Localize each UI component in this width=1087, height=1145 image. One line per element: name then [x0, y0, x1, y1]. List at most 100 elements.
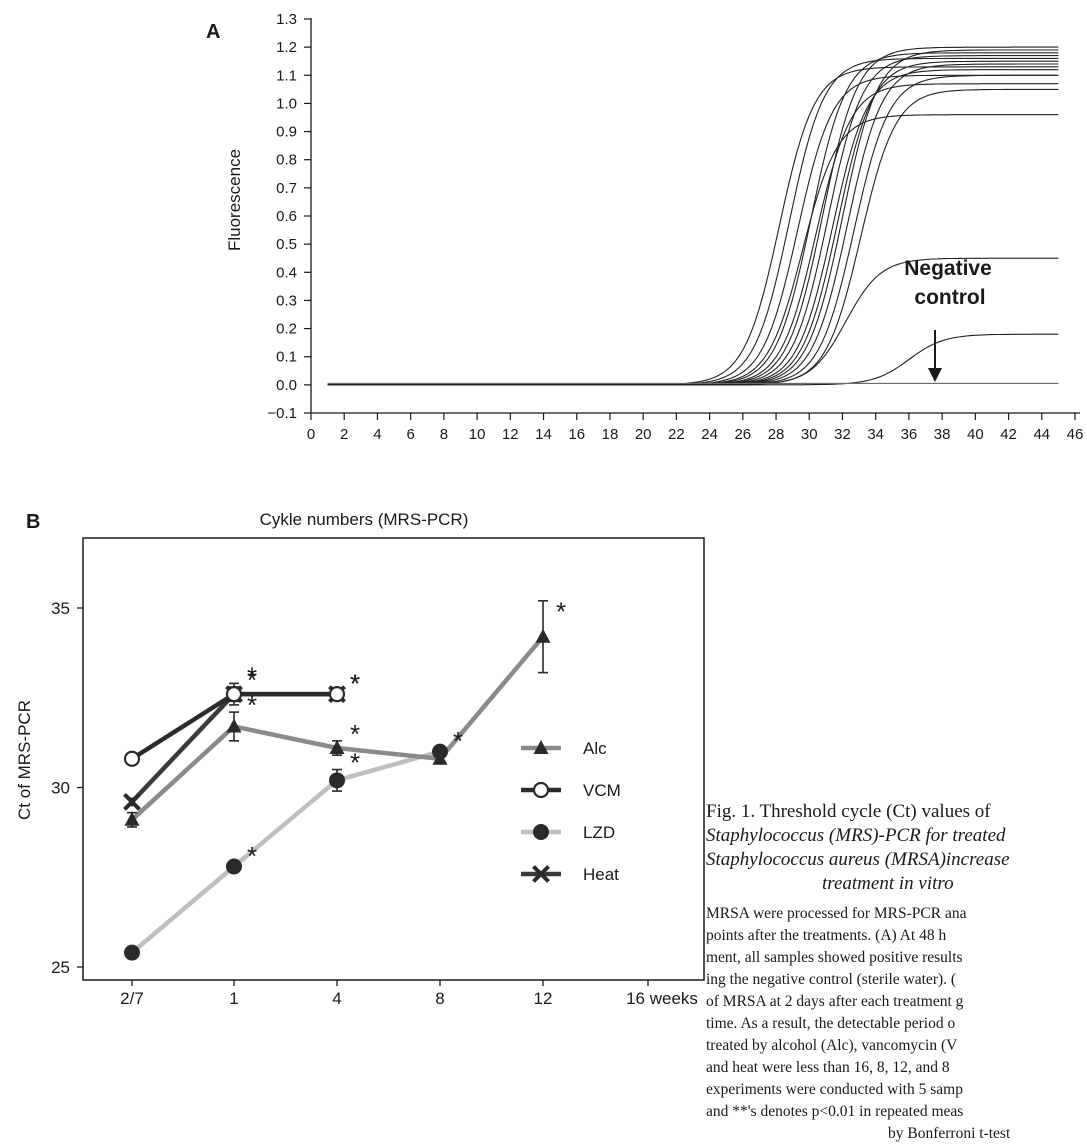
- amplification-curve: [327, 55, 1059, 386]
- y-tick-label: 1.3: [276, 11, 297, 28]
- caption-line: ing the negative control (sterile water)…: [706, 971, 957, 988]
- significance-marker: *: [350, 719, 360, 749]
- caption-title-line: treatment in vitro: [706, 872, 1087, 896]
- figure: A −0.1 0.0 0.1 0.2 0.3 0.4 0.5 0.6 0.7 0.8 0.9 1.0 1…: [15, 11, 1083, 1005]
- legend-label-heat: Heat: [583, 865, 619, 884]
- x-tick-label: 16 weeks: [626, 989, 698, 1005]
- x-tick-label: 38: [934, 426, 951, 443]
- caption-line: MRSA were processed for MRS-PCR ana: [706, 905, 967, 922]
- x-tick-label: 42: [1000, 426, 1017, 443]
- legend: Alc VCM LZD Heat: [521, 739, 621, 884]
- significance-marker: *: [556, 597, 566, 627]
- x-tick-label: 34: [867, 426, 884, 443]
- y-tick-label: 0.9: [276, 124, 297, 141]
- x-tick-label: 1: [229, 989, 238, 1005]
- legend-label-vcm: VCM: [583, 781, 621, 800]
- y-tick-label: −0.1: [267, 405, 297, 422]
- caption-line: by Bonferroni t-test: [888, 1125, 1011, 1142]
- x-tick-label: 8: [435, 989, 444, 1005]
- legend-marker-vcm: [532, 781, 550, 799]
- x-tick-label: 30: [801, 426, 818, 443]
- negative-control-label-line2: control: [914, 286, 985, 309]
- panel-a-chart: −0.1 0.0 0.1 0.2 0.3 0.4 0.5 0.6 0.7 0.8 0.9 1.0 1.1…: [225, 11, 1083, 443]
- data-point-alc: [535, 628, 551, 643]
- significance-marker: *: [350, 748, 360, 778]
- y-tick-label: 1.0: [276, 95, 297, 112]
- x-tick-label: 6: [406, 426, 414, 443]
- panel-b-title: Cykle numbers (MRS-PCR): [260, 510, 469, 529]
- y-tick-label: 1.2: [276, 39, 297, 56]
- significance-marker: *: [453, 726, 463, 756]
- x-tick-label: 32: [834, 426, 851, 443]
- y-tick-label: 0.6: [276, 208, 297, 225]
- y-tick-label: 25: [51, 958, 70, 977]
- y-tick-label: 35: [51, 599, 70, 618]
- y-tick-label: 0.0: [276, 377, 297, 394]
- x-tick-label: 2/7: [120, 989, 144, 1005]
- amplification-curve: [327, 83, 1059, 386]
- x-tick-label: 36: [901, 426, 918, 443]
- x-tick-label: 4: [373, 426, 381, 443]
- amplification-curve: [327, 88, 1059, 386]
- x-tick-label: 0: [307, 426, 315, 443]
- data-point-alc: [124, 811, 140, 826]
- amplification-curve: [327, 46, 1059, 386]
- x-tick-label: 18: [602, 426, 619, 443]
- data-point-vcm: [328, 686, 346, 703]
- x-tick-label: 22: [668, 426, 685, 443]
- caption-line: of MRSA at 2 days after each treatment g: [706, 993, 964, 1010]
- x-tick-label: 20: [635, 426, 652, 443]
- caption-title-text: treatment in vitro: [822, 873, 954, 894]
- significance-marker: *: [247, 661, 257, 691]
- amplification-curve: [327, 114, 1059, 386]
- amplification-curve: [327, 52, 1059, 386]
- y-tick-label: 30: [51, 779, 70, 798]
- caption-title-line: Staphylococcus (MRS)-PCR for treated: [706, 824, 1087, 848]
- legend-marker-lzd: [533, 824, 549, 840]
- panel-b-plot-frame: [82, 537, 705, 981]
- x-tick-label: 46: [1067, 426, 1084, 443]
- caption-line: experiments were conducted with 5 samp: [706, 1081, 963, 1098]
- amplification-curve: [327, 333, 1059, 386]
- caption-title-text: Staphylococcus aureus (MRSA)increase: [706, 849, 1010, 870]
- legend-label-alc: Alc: [583, 739, 607, 758]
- data-point-alc: [329, 740, 345, 755]
- y-tick-label: 0.2: [276, 321, 297, 338]
- data-point-lzd: [329, 772, 345, 789]
- amplification-curve: [327, 49, 1059, 386]
- panel-a-y-axis-label: Fluorescence: [225, 149, 244, 251]
- x-tick-label: 12: [502, 426, 519, 443]
- caption-title: Fig. 1. Threshold cycle (Ct) values of S…: [706, 800, 1087, 896]
- data-point-alc: [226, 718, 242, 733]
- series-line-alc: [130, 635, 545, 822]
- x-tick-label: 12: [534, 989, 553, 1005]
- y-tick-label: 0.5: [276, 236, 297, 253]
- negative-control-arrow-head: [928, 368, 942, 382]
- caption-line: points after the treatments. (A) At 48 h: [706, 927, 947, 944]
- data-point-alc: [432, 750, 448, 765]
- significance-marker: *: [247, 665, 257, 695]
- x-tick-label: 40: [967, 426, 984, 443]
- caption-body: MRSA were processed for MRS-PCR ana poin…: [706, 903, 1087, 1145]
- x-tick-label: 14: [535, 426, 552, 443]
- significance-marker: *: [350, 669, 360, 699]
- caption-line: time. As a result, the detectable period…: [706, 1015, 956, 1032]
- amplification-curve: [327, 69, 1059, 386]
- caption-line: and heat were less than 16, 8, 12, and 8: [706, 1059, 950, 1076]
- x-marker-stroke: [532, 865, 550, 883]
- legend-label-lzd: LZD: [583, 823, 615, 842]
- caption-line: and **'s denotes p<0.01 in repeated meas: [706, 1103, 964, 1120]
- significance-marker: *: [350, 669, 360, 699]
- panel-b-y-axis-label: Ct of MRS-PCR: [15, 700, 34, 820]
- x-tick-label: 44: [1033, 426, 1050, 443]
- x-tick-label: 26: [734, 426, 751, 443]
- caption-title-line: Fig. 1. Threshold cycle (Ct) values of: [706, 801, 991, 822]
- x-tick-label: 10: [469, 426, 486, 443]
- amplification-curve: [327, 63, 1059, 386]
- x-tick-label: 8: [440, 426, 448, 443]
- negative-control-label-line1: Negative: [904, 257, 992, 280]
- y-tick-label: 1.1: [276, 67, 297, 84]
- y-tick-label: 0.7: [276, 180, 297, 197]
- x-marker-stroke: [123, 792, 141, 811]
